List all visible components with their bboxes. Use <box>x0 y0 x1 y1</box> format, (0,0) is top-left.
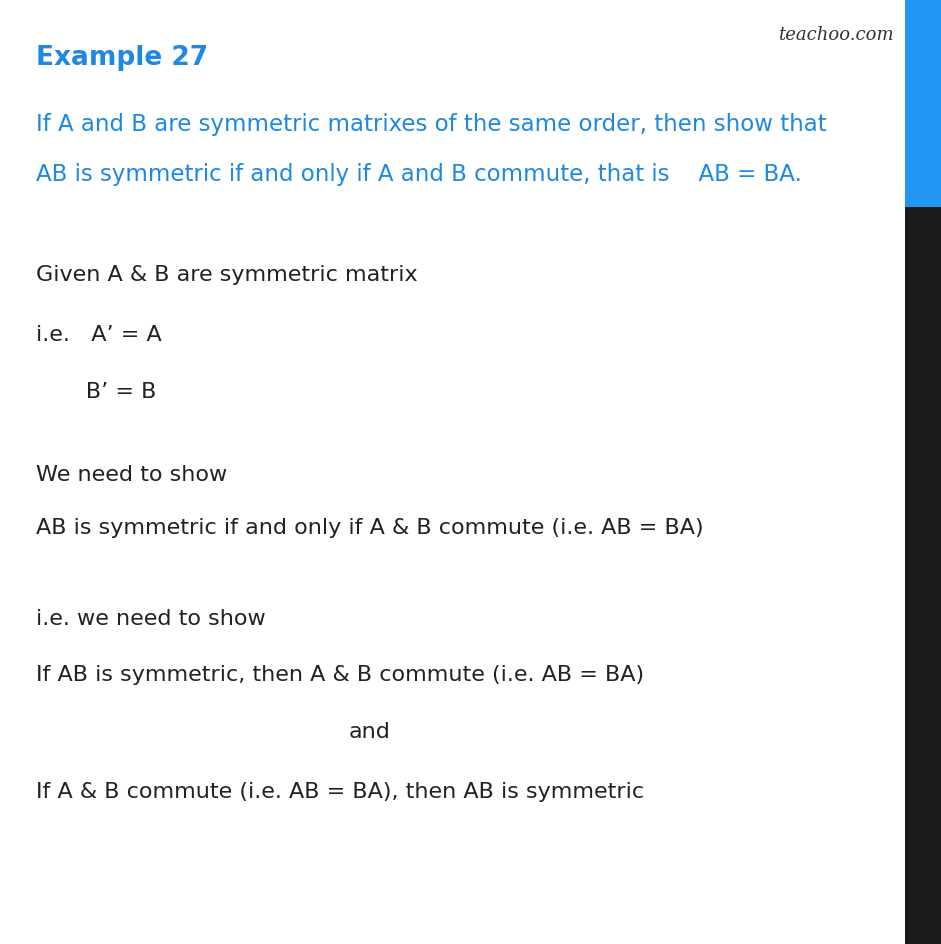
Text: If A and B are symmetric matrixes of the same order, then show that: If A and B are symmetric matrixes of the… <box>36 113 826 136</box>
Text: i.e. we need to show: i.e. we need to show <box>36 608 265 628</box>
Bar <box>905 208 941 944</box>
Text: If A & B commute (i.e. AB = BA), then AB is symmetric: If A & B commute (i.e. AB = BA), then AB… <box>36 782 644 801</box>
Text: teachoo.com: teachoo.com <box>778 26 894 44</box>
Text: Given A & B are symmetric matrix: Given A & B are symmetric matrix <box>36 264 418 284</box>
Text: AB is symmetric if and only if A & B commute (i.e. AB = BA): AB is symmetric if and only if A & B com… <box>36 517 703 537</box>
Text: If AB is symmetric, then A & B commute (i.e. AB = BA): If AB is symmetric, then A & B commute (… <box>36 665 644 684</box>
Text: AB is symmetric if and only if A and B commute, that is    AB = BA.: AB is symmetric if and only if A and B c… <box>36 162 802 185</box>
Bar <box>905 0 941 208</box>
Text: and: and <box>348 721 391 741</box>
Text: Example 27: Example 27 <box>36 45 208 72</box>
Text: i.e.   A’ = A: i.e. A’ = A <box>36 325 162 345</box>
Text: We need to show: We need to show <box>36 464 227 484</box>
Text: B’ = B: B’ = B <box>36 381 156 401</box>
